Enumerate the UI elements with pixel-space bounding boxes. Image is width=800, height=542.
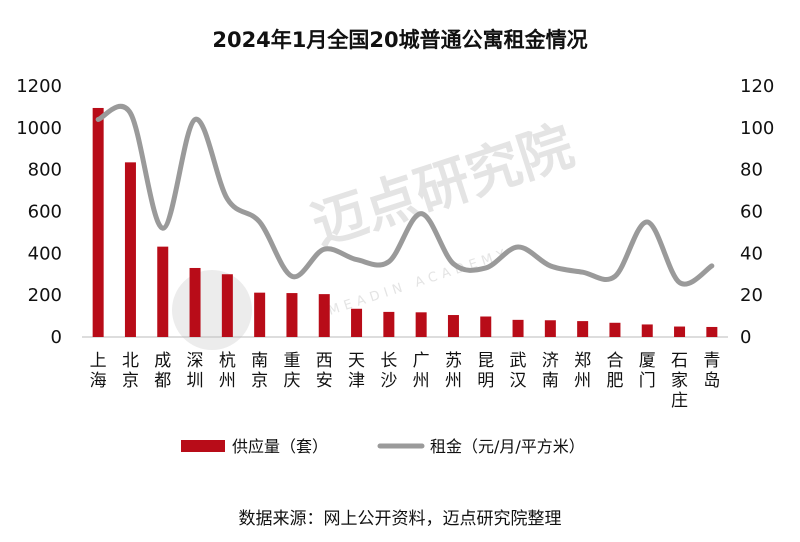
- supply-bar: [286, 293, 298, 337]
- category-label: 重庆: [283, 351, 300, 391]
- right-tick-label: 80: [740, 160, 763, 181]
- supply-bar: [415, 312, 427, 337]
- supply-bar: [609, 322, 621, 337]
- right-tick-label: 40: [740, 243, 763, 264]
- supply-bar: [577, 321, 589, 337]
- category-label: 广州: [413, 351, 430, 391]
- supply-bar: [480, 316, 492, 337]
- bar-series: [92, 107, 718, 338]
- left-tick-label: 1000: [16, 118, 62, 139]
- category-label: 厦门: [639, 351, 656, 391]
- category-labels: 上海北京成都深圳杭州南京重庆西安天津长沙广州苏州昆明武汉济南郑州合肥厦门石家庄青…: [90, 351, 721, 411]
- left-tick-label: 800: [28, 160, 62, 181]
- left-tick-label: 1200: [16, 76, 62, 97]
- supply-bar: [189, 267, 201, 337]
- right-tick-label: 100: [740, 118, 774, 139]
- supply-bar: [706, 326, 718, 337]
- legend-bar-label: 供应量（套）: [232, 437, 328, 456]
- supply-bar: [221, 274, 233, 337]
- category-label: 杭州: [219, 351, 236, 391]
- category-label: 济南: [542, 351, 559, 391]
- rent-line: [95, 103, 715, 287]
- chart-title: 2024年1月全国20城普通公寓租金情况: [212, 28, 587, 52]
- supply-bar: [641, 324, 653, 337]
- supply-bar: [318, 294, 330, 337]
- category-label: 青岛: [703, 351, 720, 391]
- supply-bar: [544, 320, 556, 337]
- watermark: 迈点研究院 MEADIN ACADEMY: [172, 114, 581, 350]
- supply-bar: [383, 311, 395, 337]
- category-label: 西安: [316, 351, 333, 391]
- category-label: 苏州: [445, 351, 462, 391]
- right-tick-label: 20: [740, 285, 763, 306]
- supply-bar: [351, 308, 363, 337]
- legend: 供应量（套） 租金（元/月/平方米）: [181, 437, 585, 456]
- legend-line-label: 租金（元/月/平方米）: [430, 437, 585, 456]
- right-tick-label: 120: [740, 76, 774, 97]
- supply-bar: [512, 319, 524, 337]
- supply-bar: [674, 326, 686, 337]
- supply-bar: [92, 107, 104, 338]
- category-label: 长沙: [380, 351, 397, 391]
- left-tick-label: 200: [28, 285, 62, 306]
- left-tick-label: 600: [28, 202, 62, 223]
- left-axis: 0 200 400 600 800 1000 1200: [16, 76, 62, 348]
- source-note: 数据来源：网上公开资料，迈点研究院整理: [239, 509, 562, 529]
- category-label: 成都: [154, 351, 171, 391]
- supply-bar: [124, 162, 136, 337]
- supply-bar: [254, 292, 266, 337]
- right-tick-label: 0: [740, 327, 751, 348]
- category-label: 上海: [90, 351, 107, 391]
- left-tick-label: 0: [51, 327, 62, 348]
- legend-bar-swatch: [181, 440, 225, 452]
- category-label: 郑州: [574, 351, 591, 391]
- category-label: 北京: [122, 351, 139, 391]
- right-tick-label: 60: [740, 202, 763, 223]
- right-axis: 0 20 40 60 80 100 120: [740, 76, 774, 348]
- supply-bar: [157, 246, 169, 337]
- supply-bar: [447, 315, 459, 337]
- watermark-logo: [172, 270, 252, 350]
- category-label: 昆明: [477, 351, 494, 391]
- left-tick-label: 400: [28, 243, 62, 264]
- category-label: 合肥: [606, 351, 623, 391]
- category-label: 武汉: [510, 351, 527, 391]
- category-label: 深圳: [187, 351, 204, 391]
- watermark-text: 迈点研究院: [305, 114, 581, 257]
- category-label: 天津: [348, 351, 365, 391]
- category-label: 石家庄: [671, 351, 688, 411]
- category-label: 南京: [251, 351, 268, 391]
